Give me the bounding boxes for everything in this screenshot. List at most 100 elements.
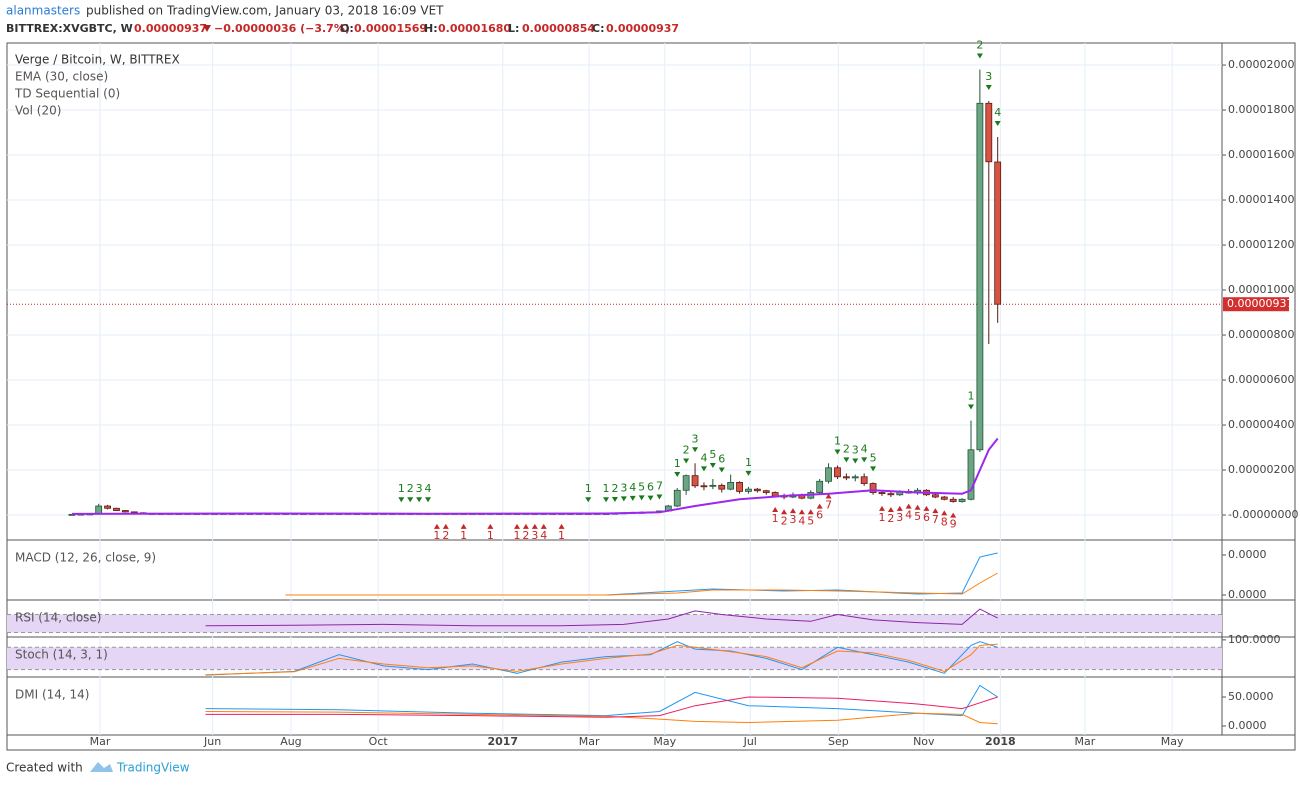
candle-body bbox=[816, 480, 824, 493]
candle-body bbox=[940, 496, 948, 500]
band bbox=[7, 614, 1222, 633]
user-link[interactable]: alanmasters bbox=[6, 4, 80, 18]
td-count: 3 bbox=[620, 481, 627, 494]
td-count: 6 bbox=[816, 509, 823, 522]
td-arrow bbox=[798, 509, 805, 515]
td-count: 1 bbox=[834, 435, 841, 448]
candle-body bbox=[869, 483, 877, 493]
candle-body bbox=[691, 475, 699, 487]
footer-brand[interactable]: TradingView bbox=[116, 761, 190, 775]
x-tick-label: Oct bbox=[369, 735, 389, 748]
td-count: 3 bbox=[789, 513, 796, 526]
candle-body bbox=[958, 498, 966, 502]
x-tick-label: Jun bbox=[203, 735, 221, 748]
candle-body bbox=[887, 493, 895, 496]
x-tick-label: Nov bbox=[913, 735, 935, 748]
candle-body bbox=[825, 467, 832, 482]
td-count: 1 bbox=[585, 482, 592, 495]
symbol: BITTREX:XVGBTC, W bbox=[6, 22, 133, 35]
pane-title: MACD (12, 26, close, 9) bbox=[15, 551, 156, 565]
td-arrow bbox=[852, 458, 859, 464]
ohlc-value: 0.00001680 bbox=[438, 22, 511, 35]
td-count: 7 bbox=[825, 499, 832, 512]
indicator-line bbox=[205, 641, 998, 676]
y-tick-label: -0.00000000 bbox=[1228, 508, 1298, 521]
td-arrow bbox=[425, 497, 432, 503]
y-tick-label: 0.0000 bbox=[1228, 548, 1267, 561]
td-count: 2 bbox=[611, 482, 618, 495]
td-arrow bbox=[674, 472, 681, 478]
td-arrow bbox=[878, 505, 885, 511]
indicator-line bbox=[205, 684, 998, 717]
td-arrow bbox=[620, 496, 627, 502]
td-arrow bbox=[834, 449, 841, 455]
candle-body bbox=[851, 476, 859, 479]
td-count: 2 bbox=[887, 512, 894, 525]
td-count: 1 bbox=[967, 390, 974, 403]
candle-body bbox=[682, 475, 690, 491]
td-arrow bbox=[540, 523, 547, 529]
td-count: 1 bbox=[398, 482, 405, 495]
candle-body bbox=[700, 485, 708, 488]
candle-body bbox=[745, 488, 752, 492]
y-tick-label: 0.00001400 bbox=[1228, 193, 1294, 206]
td-count: 2 bbox=[976, 39, 983, 52]
candle-body bbox=[727, 482, 735, 490]
x-tick-label: May bbox=[1161, 735, 1184, 748]
x-tick-label: Mar bbox=[1075, 735, 1096, 748]
candle-body bbox=[834, 467, 841, 478]
td-count: 3 bbox=[896, 511, 903, 524]
x-tick-label: Aug bbox=[280, 735, 301, 748]
td-arrow bbox=[407, 497, 414, 503]
td-arrow bbox=[807, 509, 814, 515]
candle-body bbox=[95, 505, 103, 515]
td-count: 3 bbox=[692, 432, 699, 445]
y-tick-label: 0.0000 bbox=[1228, 588, 1267, 601]
td-arrow bbox=[638, 495, 645, 501]
td-count: 4 bbox=[700, 451, 707, 464]
footer-created: Created with bbox=[6, 761, 83, 775]
td-count: 1 bbox=[433, 529, 440, 542]
td-arrow bbox=[967, 404, 974, 410]
y-tick-label: 50.0000 bbox=[1228, 690, 1274, 703]
y-tick-label: 0.00002000 bbox=[1228, 58, 1294, 71]
x-tick-label: Mar bbox=[90, 735, 111, 748]
td-count: 3 bbox=[852, 444, 859, 457]
td-arrow bbox=[442, 523, 449, 529]
x-tick-label: Sep bbox=[828, 735, 849, 748]
candle-body bbox=[753, 488, 761, 492]
published: published on TradingView.com, January 03… bbox=[86, 4, 444, 18]
candle-body bbox=[121, 510, 129, 513]
td-arrow bbox=[647, 495, 654, 501]
td-arrow bbox=[683, 458, 690, 464]
candle-body bbox=[860, 476, 868, 484]
candle-body bbox=[931, 494, 939, 498]
td-count: 2 bbox=[683, 444, 690, 457]
td-arrow bbox=[772, 507, 779, 513]
td-arrow bbox=[825, 493, 832, 499]
td-count: 1 bbox=[558, 529, 565, 542]
td-count: 5 bbox=[638, 480, 645, 493]
y-tick-label: 0.0000 bbox=[1228, 719, 1267, 732]
x-tick-label: 2017 bbox=[487, 735, 518, 748]
candle-body bbox=[994, 161, 1002, 305]
legend-entry: EMA (30, close) bbox=[15, 70, 108, 84]
td-arrow bbox=[656, 494, 663, 500]
ohlc-value: 0.00000937 bbox=[606, 22, 679, 35]
td-count: 1 bbox=[487, 529, 494, 542]
td-count: 7 bbox=[656, 480, 663, 493]
td-count: 6 bbox=[647, 481, 654, 494]
td-count: 6 bbox=[923, 511, 930, 524]
candle-body bbox=[842, 476, 850, 479]
indicator-line bbox=[285, 572, 998, 596]
candle-body bbox=[709, 484, 717, 487]
td-arrow bbox=[941, 510, 948, 516]
td-count: 4 bbox=[861, 442, 868, 455]
td-arrow bbox=[558, 523, 565, 529]
ohlc-key: H: bbox=[424, 22, 438, 35]
candle-body bbox=[976, 102, 984, 451]
indicator-line bbox=[205, 711, 998, 725]
candle-body bbox=[673, 489, 681, 507]
y-tick-label: 0.00000200 bbox=[1228, 463, 1294, 476]
td-count: 3 bbox=[985, 70, 992, 83]
